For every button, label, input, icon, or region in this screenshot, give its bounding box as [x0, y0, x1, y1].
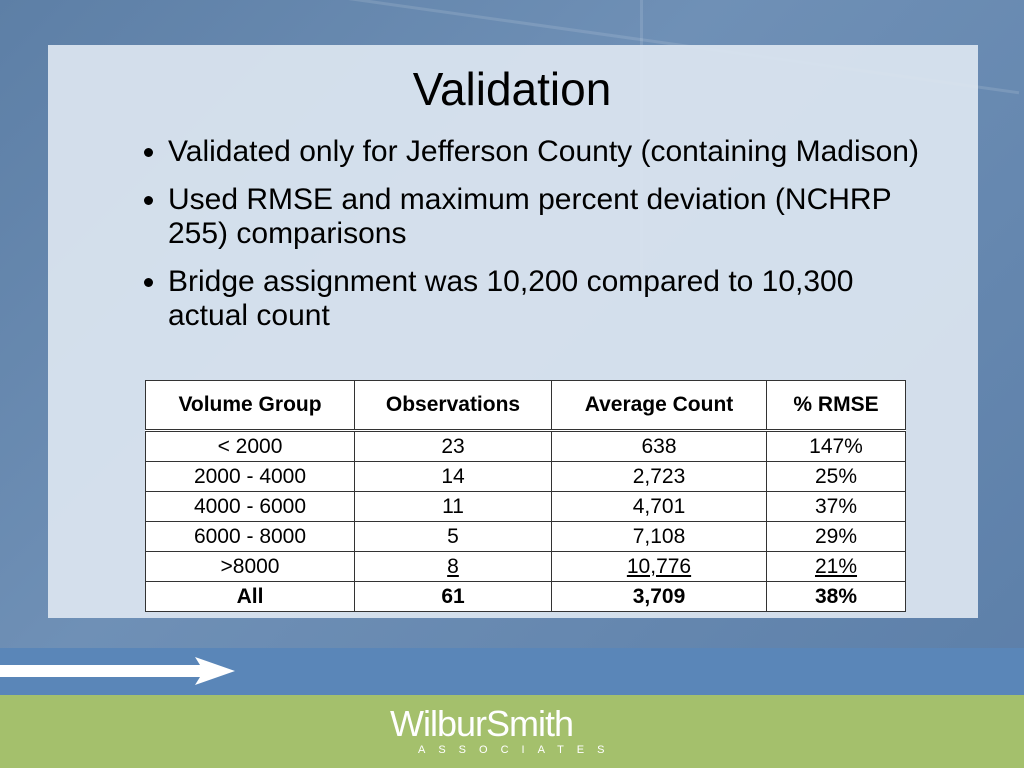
slide-title: Validation — [412, 63, 612, 115]
table-cell: 10,776 — [551, 551, 767, 582]
cell-text: 7,108 — [632, 524, 686, 548]
table-cell: 3,709 — [551, 581, 767, 612]
table-cell: 6000 - 8000 — [145, 521, 355, 552]
cell-text: 147% — [809, 434, 863, 458]
cell-text: 5 — [447, 524, 459, 548]
table-cell: >8000 — [145, 551, 355, 582]
bullet-list: Validated only for Jefferson County (con… — [126, 135, 938, 347]
table-cell: 7,108 — [551, 521, 767, 552]
table-cell: 5 — [354, 521, 552, 552]
header-cell: Volume Group — [145, 380, 355, 432]
cell-text: 29% — [814, 524, 858, 548]
table-row: >8000 8 10,776 21% — [145, 551, 906, 582]
table-cell: All — [145, 581, 355, 612]
table-cell: 14 — [354, 461, 552, 492]
table-cell: 638 — [551, 430, 767, 462]
cell-text: 10,776 — [626, 554, 692, 578]
cell-text: 3,709 — [632, 584, 686, 608]
validation-table: Volume Group Observations Average Count% R… — [145, 380, 906, 612]
header-row: Volume Group Observations Average Count% R… — [145, 380, 906, 432]
cell-text: 8 — [447, 554, 459, 578]
logo-name: WilburSmith — [390, 703, 574, 744]
header-cell: Average Count — [551, 380, 767, 432]
table-cell: 25% — [766, 461, 906, 492]
table-cell: < 2000 — [145, 430, 355, 462]
table-cell: 2,723 — [551, 461, 767, 492]
table-cell: 38% — [766, 581, 906, 612]
table-row: < 2000 23 638 147% — [145, 430, 906, 462]
footer-arrow — [0, 657, 235, 685]
cell-text: 4000 - 6000 — [193, 494, 307, 518]
header-cell: % RMSE — [766, 380, 906, 432]
bullet: Bridge assignment was 10,200 compared to… — [168, 265, 938, 333]
table-cell: 21% — [766, 551, 906, 582]
cell-text: 11 — [442, 494, 464, 518]
cell-text: 2,723 — [632, 464, 686, 488]
table-cell: 2000 - 4000 — [145, 461, 355, 492]
cell-text: 638 — [641, 434, 677, 458]
footer-green — [0, 695, 1024, 768]
cell-text: 23 — [441, 434, 465, 458]
logo-sub: ASSOCIATES — [418, 744, 618, 756]
table-cell: 147% — [766, 430, 906, 462]
cell-text: 37% — [814, 494, 858, 518]
header-cell: Observations — [354, 380, 552, 432]
table-cell: 4000 - 6000 — [145, 491, 355, 522]
table-cell: 37% — [766, 491, 906, 522]
table-row: 2000 - 4000 14 2,723 25% — [145, 461, 906, 492]
cell-text: 6000 - 8000 — [193, 524, 307, 548]
table-cell: 23 — [354, 430, 552, 462]
cell-text: All — [236, 584, 264, 608]
table-cell: 4,701 — [551, 491, 767, 522]
cell-text: 4,701 — [632, 494, 686, 518]
cell-text: 38% — [814, 584, 858, 608]
cell-text: >8000 — [220, 554, 280, 578]
cell-text: 25% — [814, 464, 858, 488]
cell-text: 61 — [441, 584, 465, 608]
bullet: Validated only for Jefferson County (con… — [168, 135, 938, 169]
table-row: 6000 - 8000 5 7,108 29% — [145, 521, 906, 552]
table-cell: 29% — [766, 521, 906, 552]
bullet: Used RMSE and maximum percent deviation … — [168, 183, 938, 251]
cell-text: 21% — [814, 554, 858, 578]
cell-text: < 2000 — [217, 434, 283, 458]
table-cell: 11 — [354, 491, 552, 522]
cell-text: 2000 - 4000 — [193, 464, 307, 488]
cell-text: 14 — [441, 464, 465, 488]
table-cell: 61 — [354, 581, 552, 612]
table-row: All 61 3,709 38% — [145, 581, 906, 612]
table-cell: 8 — [354, 551, 552, 582]
table-row: 4000 - 6000 11 4,701 37% — [145, 491, 906, 522]
